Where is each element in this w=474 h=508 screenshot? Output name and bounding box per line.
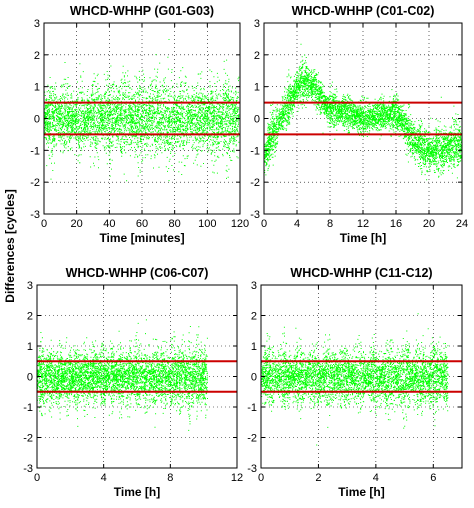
y-tick-label: -3 [23, 463, 33, 475]
y-tick-label: 2 [251, 311, 257, 323]
y-tick-label: 3 [251, 280, 257, 292]
y-tick-label: -3 [30, 209, 40, 221]
x-tick-label: 16 [390, 218, 402, 230]
scatter-series [44, 39, 240, 182]
x-axis-label: Time [h] [114, 485, 160, 499]
y-tick-label: 2 [27, 311, 33, 323]
scatter-points [44, 39, 240, 182]
x-tick-label: 60 [136, 218, 148, 230]
x-tick-label: 4 [294, 218, 300, 230]
chart-panel-4: -3 -2 -1 0 1 2 3 0 2 4 6 WHCD-WHHP (C11-C12) Time [h… [247, 266, 463, 499]
y-tick-label: 1 [34, 82, 40, 94]
x-tick-label: 0 [34, 472, 40, 484]
x-tick-label: 12 [231, 472, 243, 484]
scatter-points [37, 319, 208, 431]
scatter-points [264, 43, 462, 181]
chart-title: WHCD-WHHP (G01-G03) [70, 4, 214, 18]
y-tick-label: -1 [250, 145, 260, 157]
x-tick-label: 24 [456, 218, 468, 230]
scatter-series [261, 313, 449, 446]
scatter-series [37, 319, 208, 431]
x-tick-label: 8 [327, 218, 333, 230]
chart-title: WHCD-WHHP (C11-C12) [290, 266, 432, 280]
y-tick-label: 0 [251, 372, 257, 384]
x-tick-label: 20 [423, 218, 435, 230]
y-tick-label: 1 [27, 341, 33, 353]
scatter-points [261, 313, 449, 446]
y-tick-label: -3 [250, 209, 260, 221]
y-tick-label: 1 [251, 341, 257, 353]
chart-title: WHCD-WHHP (C01-C02) [292, 4, 435, 18]
figure-ylabel: Differences [cycles] [3, 189, 17, 302]
y-tick-label: 2 [254, 50, 260, 62]
y-tick-label: -2 [247, 433, 257, 445]
x-tick-label: 80 [169, 218, 181, 230]
y-tick-label: -1 [23, 402, 33, 414]
y-tick-label: 0 [34, 114, 40, 126]
x-axis-label: Time [h] [340, 231, 386, 245]
y-tick-label: 3 [254, 18, 260, 30]
y-tick-label: -3 [247, 463, 257, 475]
y-tick-label: 3 [27, 280, 33, 292]
x-axis-label: Time [minutes] [99, 231, 184, 245]
x-tick-label: 40 [103, 218, 115, 230]
x-tick-label: 6 [430, 472, 436, 484]
chart-panel-1: -3 -2 -1 0 1 2 3 0 20 40 60 80 100 120 WHCD-WHHP (G01-… [30, 4, 249, 245]
x-tick-label: 4 [373, 472, 379, 484]
x-tick-label: 12 [357, 218, 369, 230]
y-tick-label: 0 [27, 372, 33, 384]
y-tick-label: -1 [30, 145, 40, 157]
x-tick-label: 0 [261, 218, 267, 230]
y-tick-label: 2 [34, 50, 40, 62]
y-tick-label: 1 [254, 82, 260, 94]
x-tick-label: 100 [198, 218, 216, 230]
x-tick-label: 0 [41, 218, 47, 230]
y-tick-label: -2 [250, 177, 260, 189]
y-tick-label: 3 [34, 18, 40, 30]
x-tick-label: 8 [167, 472, 173, 484]
y-tick-label: -2 [30, 177, 40, 189]
x-tick-label: 120 [231, 218, 249, 230]
x-axis-label: Time [h] [338, 485, 384, 499]
y-tick-label: -1 [247, 402, 257, 414]
x-tick-label: 0 [258, 472, 264, 484]
x-tick-label: 2 [315, 472, 321, 484]
x-tick-label: 20 [71, 218, 83, 230]
x-tick-label: 4 [101, 472, 107, 484]
chart-title: WHCD-WHHP (C06-C07) [66, 266, 209, 280]
scatter-series [264, 43, 462, 181]
y-tick-label: 0 [254, 114, 260, 126]
y-tick-label: -2 [23, 433, 33, 445]
